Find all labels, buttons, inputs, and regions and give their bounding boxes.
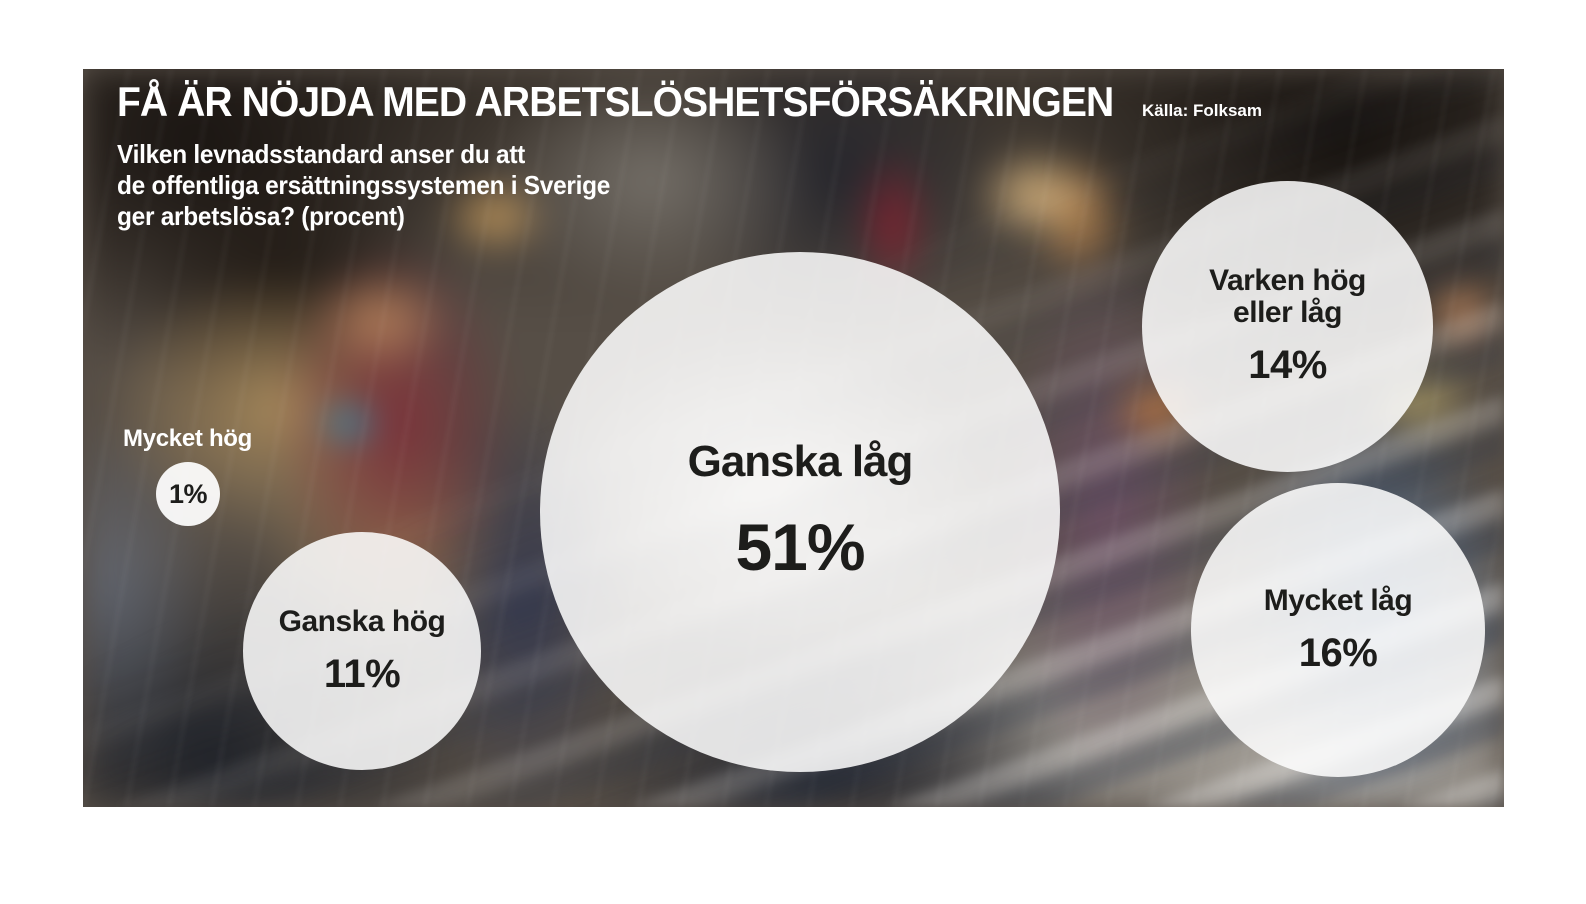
bubble-value: 51% xyxy=(735,510,865,584)
bubble-value: 16% xyxy=(1298,630,1378,675)
bubble-label: Mycket låg xyxy=(1263,583,1413,617)
question-line2: de offentliga ersättningssystemen i Sver… xyxy=(117,170,611,200)
bubble-label-line2: eller låg xyxy=(1233,296,1342,329)
bubble-label-mycket-hog: Mycket hög xyxy=(123,425,253,452)
chart-title: FÅ ÄR NÖJDA MED ARBETSLÖSHETSFÖRSÄKRINGE… xyxy=(117,78,1114,125)
question-line1-pre: Vilken xyxy=(117,139,194,169)
bubble-mycket-lag: Mycket låg 16% xyxy=(1191,483,1485,777)
bubble-ganska-hog: Ganska hög 11% xyxy=(243,532,481,770)
bubble-label: Ganska låg xyxy=(687,437,914,486)
chart-question: Vilken levnadsstandard anser du att de of… xyxy=(117,139,1124,232)
bubble-label: Varken hög eller låg xyxy=(1209,265,1366,329)
question-line1-bold: levnadsstandard xyxy=(193,139,384,169)
bubble-mycket-hog: 1% xyxy=(156,462,220,526)
bubble-ganska-lag: Ganska låg 51% xyxy=(540,252,1060,772)
question-line1-post: anser du att xyxy=(383,139,526,169)
bubble-value: 11% xyxy=(323,651,401,696)
question-line3: ger arbetslösa? (procent) xyxy=(117,201,405,231)
crowd-photo: FÅ ÄR NÖJDA MED ARBETSLÖSHETSFÖRSÄKRINGE… xyxy=(83,69,1504,807)
bubble-varken-hog-eller-lag: Varken hög eller låg 14% xyxy=(1142,181,1433,472)
bubble-label: Ganska hög xyxy=(278,604,446,638)
source-label: Källa: Folksam xyxy=(1142,101,1262,120)
bubble-label-line1: Varken hög xyxy=(1209,264,1366,297)
bubble-value: 1% xyxy=(168,478,208,509)
bubble-value: 14% xyxy=(1248,343,1327,387)
chart-header: FÅ ÄR NÖJDA MED ARBETSLÖSHETSFÖRSÄKRINGE… xyxy=(117,79,1188,232)
